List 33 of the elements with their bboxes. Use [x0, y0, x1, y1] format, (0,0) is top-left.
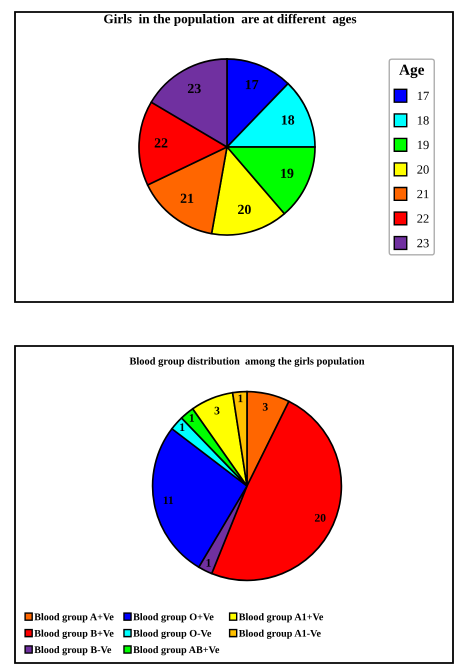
- slice-label: 23: [188, 84, 201, 94]
- chart-title: Blood group distribution among the girls population: [130, 357, 364, 367]
- legend-label: Blood group B+Ve: [34, 630, 114, 639]
- slice-label: 18: [282, 115, 294, 125]
- legend-label: Blood group A+Ve: [34, 613, 114, 622]
- data-label: 3: [262, 403, 268, 411]
- data-label: 1: [238, 394, 243, 402]
- data-label: 1: [190, 414, 194, 422]
- legend-label: 18: [418, 116, 429, 125]
- slice-label: 19: [281, 168, 294, 178]
- chart-title: Girls in the population are at different ages: [104, 14, 356, 26]
- legend-label: Blood group O+Ve: [133, 613, 214, 622]
- legend-label: 20: [417, 165, 429, 174]
- legend-title: Age: [399, 64, 424, 78]
- slice-label: 22: [154, 138, 168, 148]
- slice-label: 17: [246, 80, 258, 90]
- legend-label: 23: [417, 238, 429, 248]
- legend-label: 19: [418, 140, 429, 150]
- data-label: 1: [206, 558, 211, 567]
- legend-label: 17: [418, 92, 429, 100]
- data-label: 11: [164, 496, 174, 504]
- legend-label: Blood group O-Ve: [133, 630, 212, 639]
- legend-label: Blood group A1-Ve: [238, 630, 321, 639]
- slice-label: 20: [238, 204, 251, 214]
- legend-label: Blood group AB+Ve: [133, 646, 220, 656]
- legend-label: Blood group B-Ve: [34, 646, 112, 656]
- legend-label: Blood group A1+Ve: [238, 613, 324, 622]
- data-label: 20: [314, 514, 326, 522]
- data-label: 3: [214, 406, 220, 414]
- slice-label: 21: [180, 194, 194, 203]
- data-label: 1: [180, 423, 184, 431]
- legend-label: 21: [417, 190, 428, 198]
- legend-label: 22: [417, 214, 429, 223]
